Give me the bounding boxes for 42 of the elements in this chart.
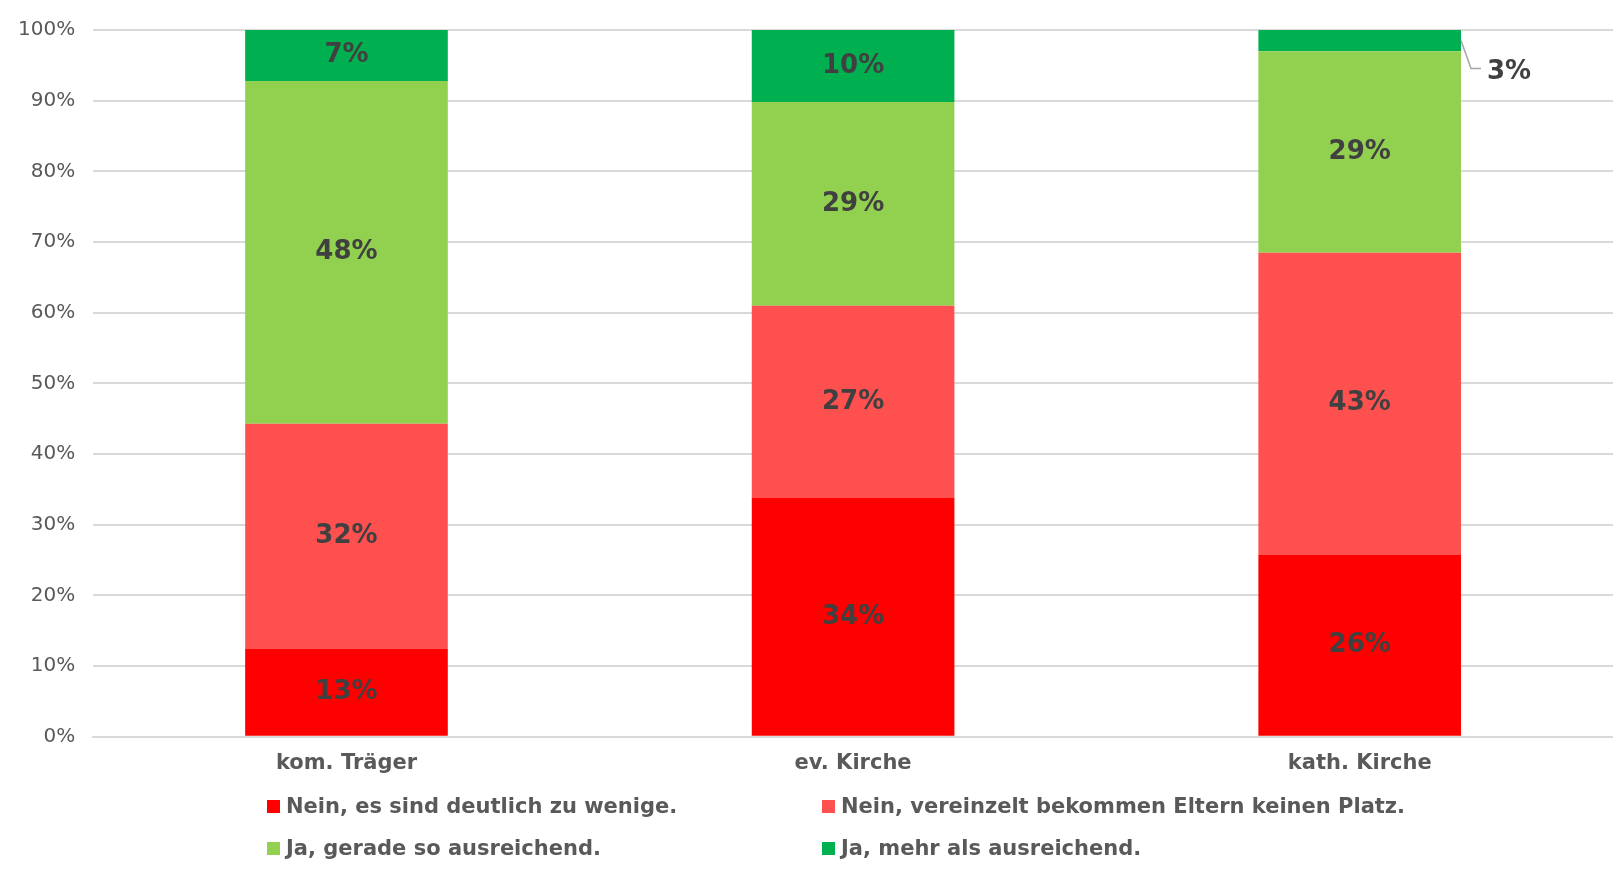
y-tick-label: 20% <box>30 581 76 606</box>
data-label: 32% <box>315 518 378 549</box>
bar <box>245 648 448 736</box>
x-tick-label: ev. Kirche <box>794 749 912 774</box>
data-label: 29% <box>1328 134 1391 165</box>
bar <box>245 423 448 649</box>
legend-label: Ja, mehr als ausreichend. <box>841 836 1142 860</box>
bar <box>751 497 955 736</box>
x-tick-label: kath. Kirche <box>1287 749 1432 774</box>
bar <box>245 30 448 81</box>
data-label: 7% <box>324 38 369 69</box>
y-tick-label: 0% <box>43 723 76 747</box>
y-tick-label: 100% <box>17 16 76 41</box>
data-label: 10% <box>821 48 885 79</box>
data-label: 43% <box>1328 386 1391 417</box>
data-label: 13% <box>315 674 378 705</box>
y-tick-label: 50% <box>30 369 76 394</box>
legend-label: Ja, gerade so ausreichend. <box>286 836 601 860</box>
data-label: 26% <box>1328 627 1391 658</box>
bar <box>1258 252 1462 555</box>
data-label: 3% <box>1487 55 1532 86</box>
data-label: 34% <box>821 599 885 630</box>
data-label: 27% <box>821 384 885 415</box>
y-tick-label: 30% <box>30 510 76 535</box>
y-tick-label: 10% <box>30 652 76 677</box>
y-tick-label: 60% <box>30 298 76 323</box>
data-label: 29% <box>821 186 885 217</box>
y-tick-label: 70% <box>30 228 76 253</box>
legend-label: Nein, vereinzelt bekommen Eltern keinen Platz. <box>841 794 1406 818</box>
data-label: 48% <box>315 235 378 266</box>
bar <box>751 30 955 103</box>
bar <box>1258 554 1462 736</box>
y-tick-label: 80% <box>30 157 76 182</box>
y-tick-label: 90% <box>30 86 76 111</box>
y-tick-label: 40% <box>30 440 76 465</box>
bar <box>1258 51 1462 253</box>
bar <box>1258 30 1462 52</box>
x-tick-label: kom. Träger <box>275 749 418 774</box>
legend-label: Nein, es sind deutlich zu wenige. <box>286 794 678 818</box>
bar <box>751 305 955 498</box>
bar <box>751 102 955 306</box>
bar <box>245 80 448 424</box>
